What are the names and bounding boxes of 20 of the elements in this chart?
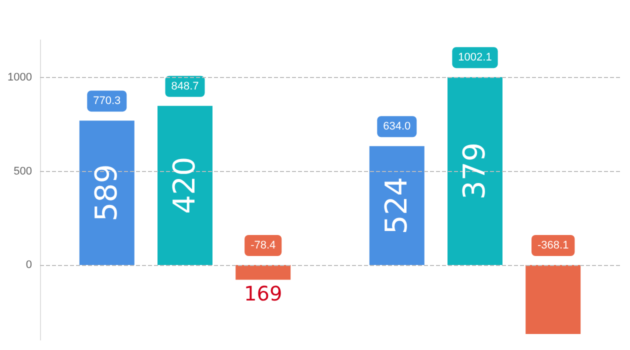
bar [79, 120, 134, 265]
y-tick-label: 500 [14, 165, 32, 178]
bar [369, 146, 424, 265]
data-label: 770.3 [93, 95, 121, 108]
data-label: 1002.1 [458, 52, 492, 64]
data-label: -368.1 [538, 240, 569, 252]
y-tick-label: 1000 [8, 72, 32, 84]
annotation: 524 [379, 176, 414, 234]
bar [236, 265, 291, 280]
data-label: 848.7 [171, 80, 199, 92]
annotation: 420 [168, 156, 202, 214]
data-label: -78.4 [250, 240, 276, 252]
annotation: 589 [89, 164, 124, 222]
annotation: 379 [458, 142, 492, 200]
bar [158, 106, 212, 265]
annotation: 169 [244, 282, 282, 306]
bar [526, 265, 581, 334]
data-label: 634.0 [383, 120, 411, 133]
bar [448, 77, 502, 265]
y-tick-label: 0 [26, 259, 32, 271]
